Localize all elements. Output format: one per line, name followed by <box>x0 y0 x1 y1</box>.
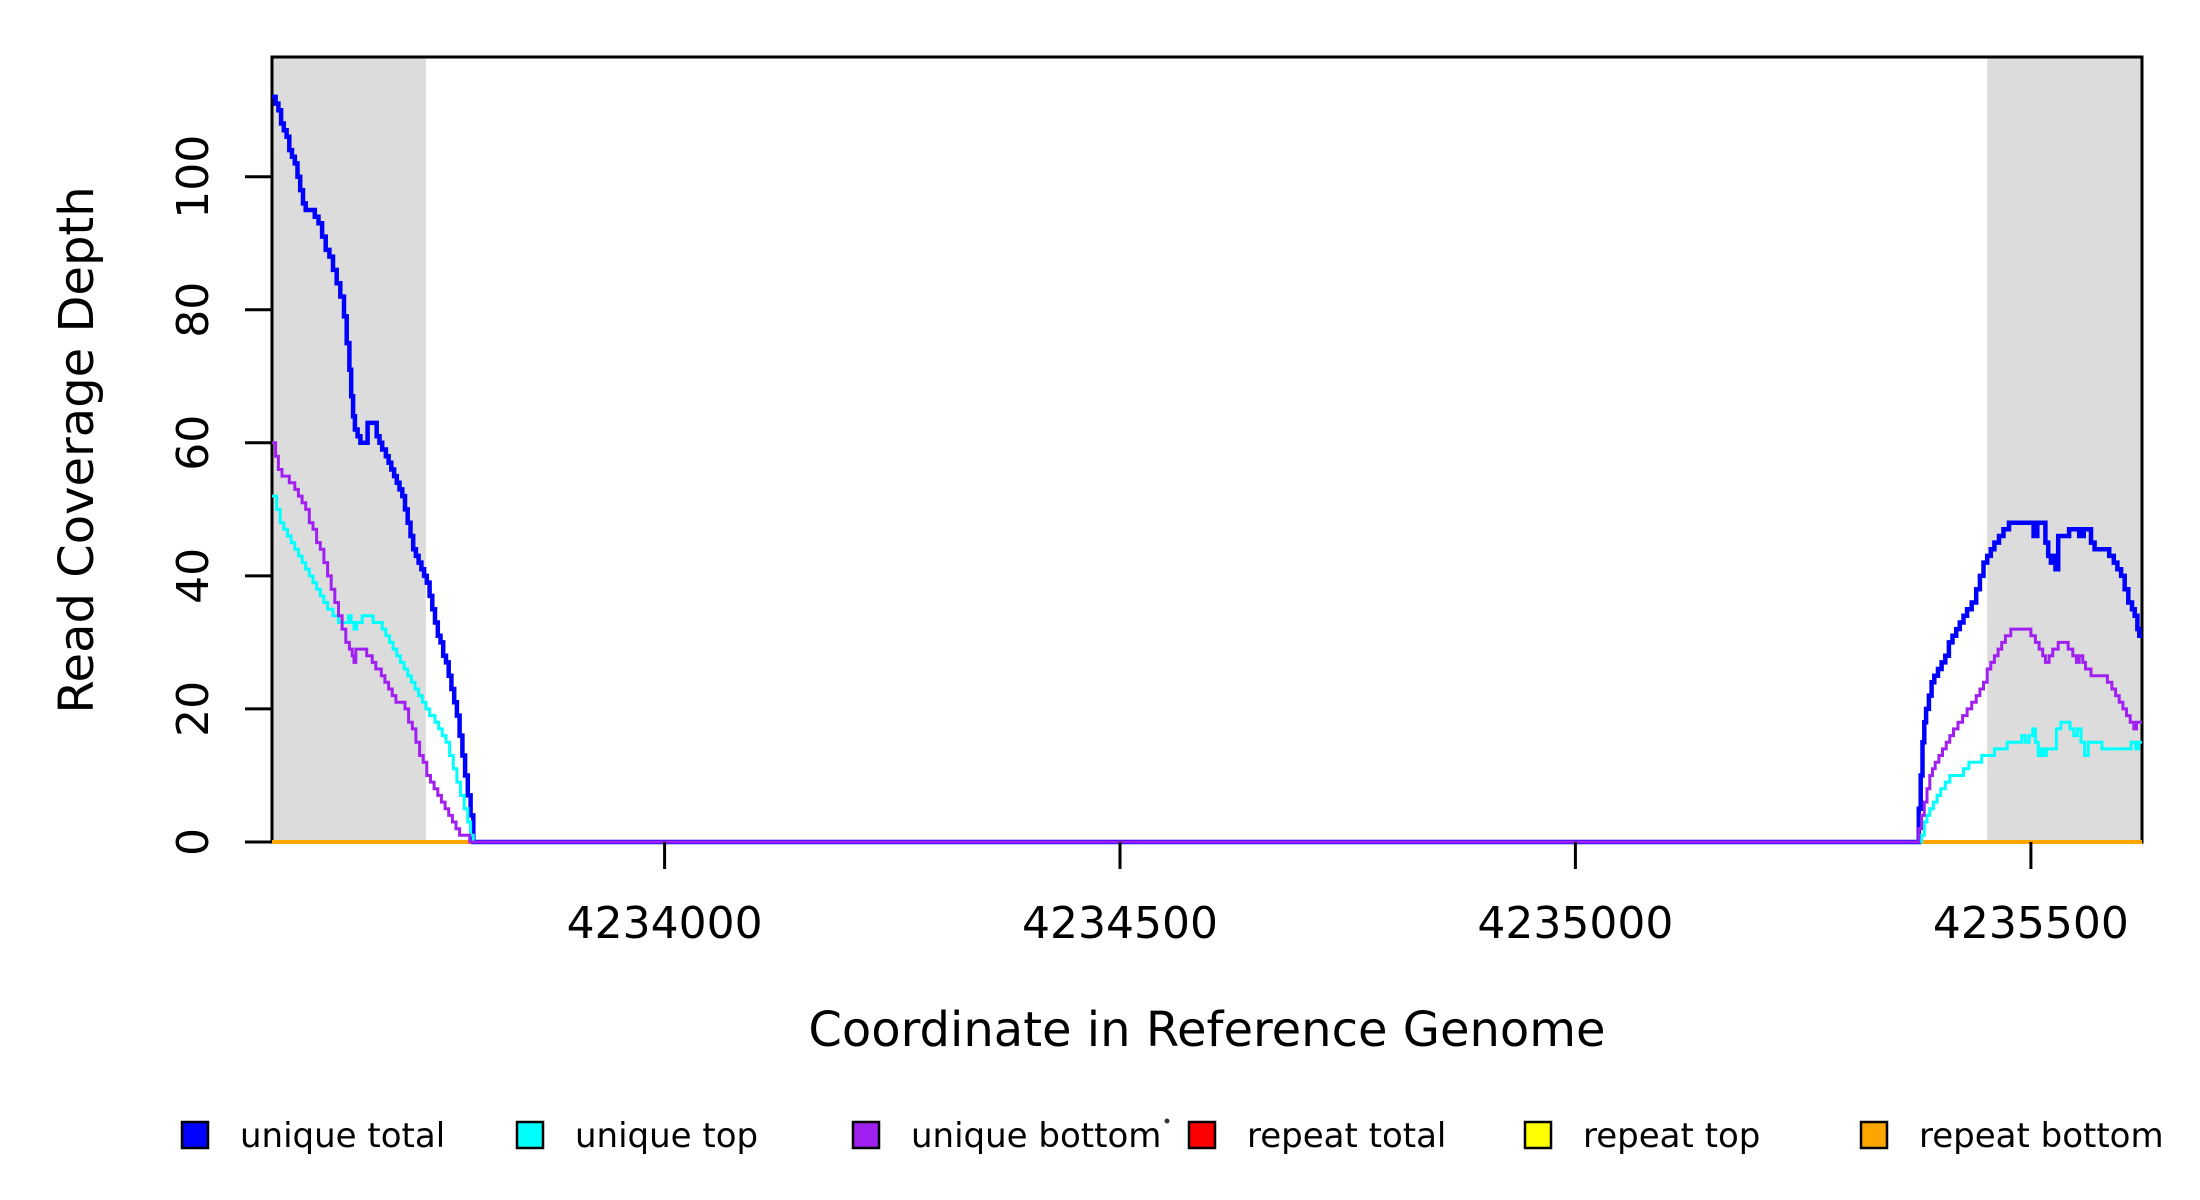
shaded-region-left <box>272 57 426 842</box>
y-axis-tick-label: 80 <box>168 282 219 338</box>
legend-label: unique bottom <box>911 1116 1161 1156</box>
series-unique-top-line <box>272 494 2142 844</box>
legend-swatch-repeat-top <box>1523 1120 1553 1150</box>
legend-item-unique-total: unique total <box>180 1116 445 1156</box>
legend-label: repeat top <box>1583 1116 1760 1156</box>
axes-layer: 4234000 4234500 4235000 4235500 0 20 40 60 80 100 <box>168 135 2129 949</box>
y-axis-tick-label: 40 <box>168 548 219 604</box>
legend-label: unique top <box>575 1116 758 1156</box>
x-axis-title: Coordinate in Reference Genome <box>808 1002 1605 1058</box>
legend-swatch-unique-bottom <box>851 1120 881 1150</box>
stray-dot-mark <box>1164 1118 1170 1124</box>
legend-item-unique-top: unique top <box>515 1116 758 1156</box>
series-layer <box>272 94 2142 845</box>
legend-label: repeat total <box>1247 1116 1446 1156</box>
x-axis-tick-label: 4234000 <box>567 898 763 949</box>
y-axis-tick-label: 100 <box>168 135 219 219</box>
legend-swatch-unique-total <box>180 1120 210 1150</box>
shaded-region-right <box>1987 57 2142 842</box>
legend-item-repeat-bottom: repeat bottom <box>1859 1116 2164 1156</box>
legend: unique total unique top unique bottom repea… <box>180 1116 2164 1156</box>
x-axis-tick-label: 4234500 <box>1022 898 1218 949</box>
legend-label: unique total <box>240 1116 445 1156</box>
series-unique-total-line <box>272 94 2142 845</box>
y-axis-tick-label: 0 <box>168 828 219 856</box>
x-axis-tick-label: 4235000 <box>1477 898 1673 949</box>
series-unique-bottom-line <box>272 441 2142 844</box>
legend-swatch-repeat-bottom <box>1859 1120 1889 1150</box>
y-axis-tick-label: 20 <box>168 681 219 737</box>
shaded-regions-layer <box>272 57 2142 842</box>
y-axis-title: Read Coverage Depth <box>49 186 105 713</box>
legend-item-repeat-top: repeat top <box>1523 1116 1760 1156</box>
legend-swatch-repeat-total <box>1187 1120 1217 1150</box>
legend-label: repeat bottom <box>1919 1116 2164 1156</box>
legend-item-unique-bottom: unique bottom <box>851 1116 1161 1156</box>
x-axis-tick-label: 4235500 <box>1933 898 2129 949</box>
legend-item-repeat-total: repeat total <box>1187 1116 1446 1156</box>
y-axis-tick-label: 60 <box>168 415 219 471</box>
legend-swatch-unique-top <box>515 1120 545 1150</box>
